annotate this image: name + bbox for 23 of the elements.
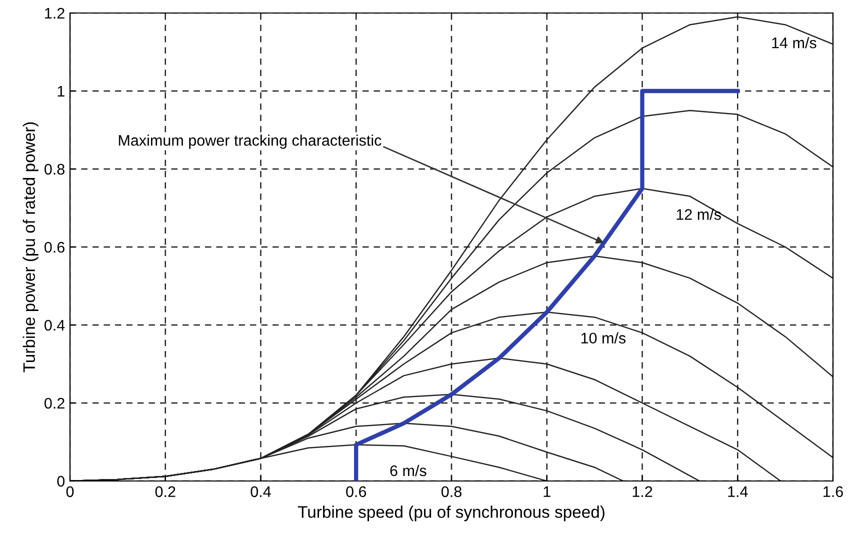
x-tick-label: 0 — [66, 486, 74, 498]
y-tick-label: 0 — [57, 476, 65, 487]
annotation: Maximum power tracking characteristic — [118, 134, 382, 149]
x-tick-label: 1.4 — [728, 486, 748, 497]
series-label: 12 m/s — [676, 208, 721, 220]
y-tick-label: 1.2 — [45, 8, 64, 19]
x-tick-label: 1.2 — [632, 486, 652, 497]
x-axis-title: Turbine speed (pu of synchronous speed) — [298, 506, 604, 522]
x-tick-label: 0.8 — [441, 486, 462, 498]
series-label: 10 m/s — [581, 332, 626, 344]
y-tick-label: 0.4 — [44, 320, 65, 331]
x-tick-label: 0.2 — [155, 486, 176, 498]
x-tick-label: 0.6 — [346, 486, 366, 498]
y-tick-label: 1 — [58, 86, 64, 97]
x-tick-label: 1.6 — [824, 486, 843, 498]
series-label: 6 m/s — [390, 464, 426, 476]
y-tick-label: 0.8 — [44, 164, 64, 175]
x-tick-label: 0.4 — [250, 486, 271, 498]
y-axis-title: Turbine power (pu of rated power) — [22, 122, 38, 372]
series-label: 14 m/s — [772, 37, 816, 48]
y-tick-label: 0.2 — [44, 398, 64, 409]
x-tick-label: 1 — [544, 486, 550, 497]
y-tick-label: 0.6 — [44, 242, 64, 253]
